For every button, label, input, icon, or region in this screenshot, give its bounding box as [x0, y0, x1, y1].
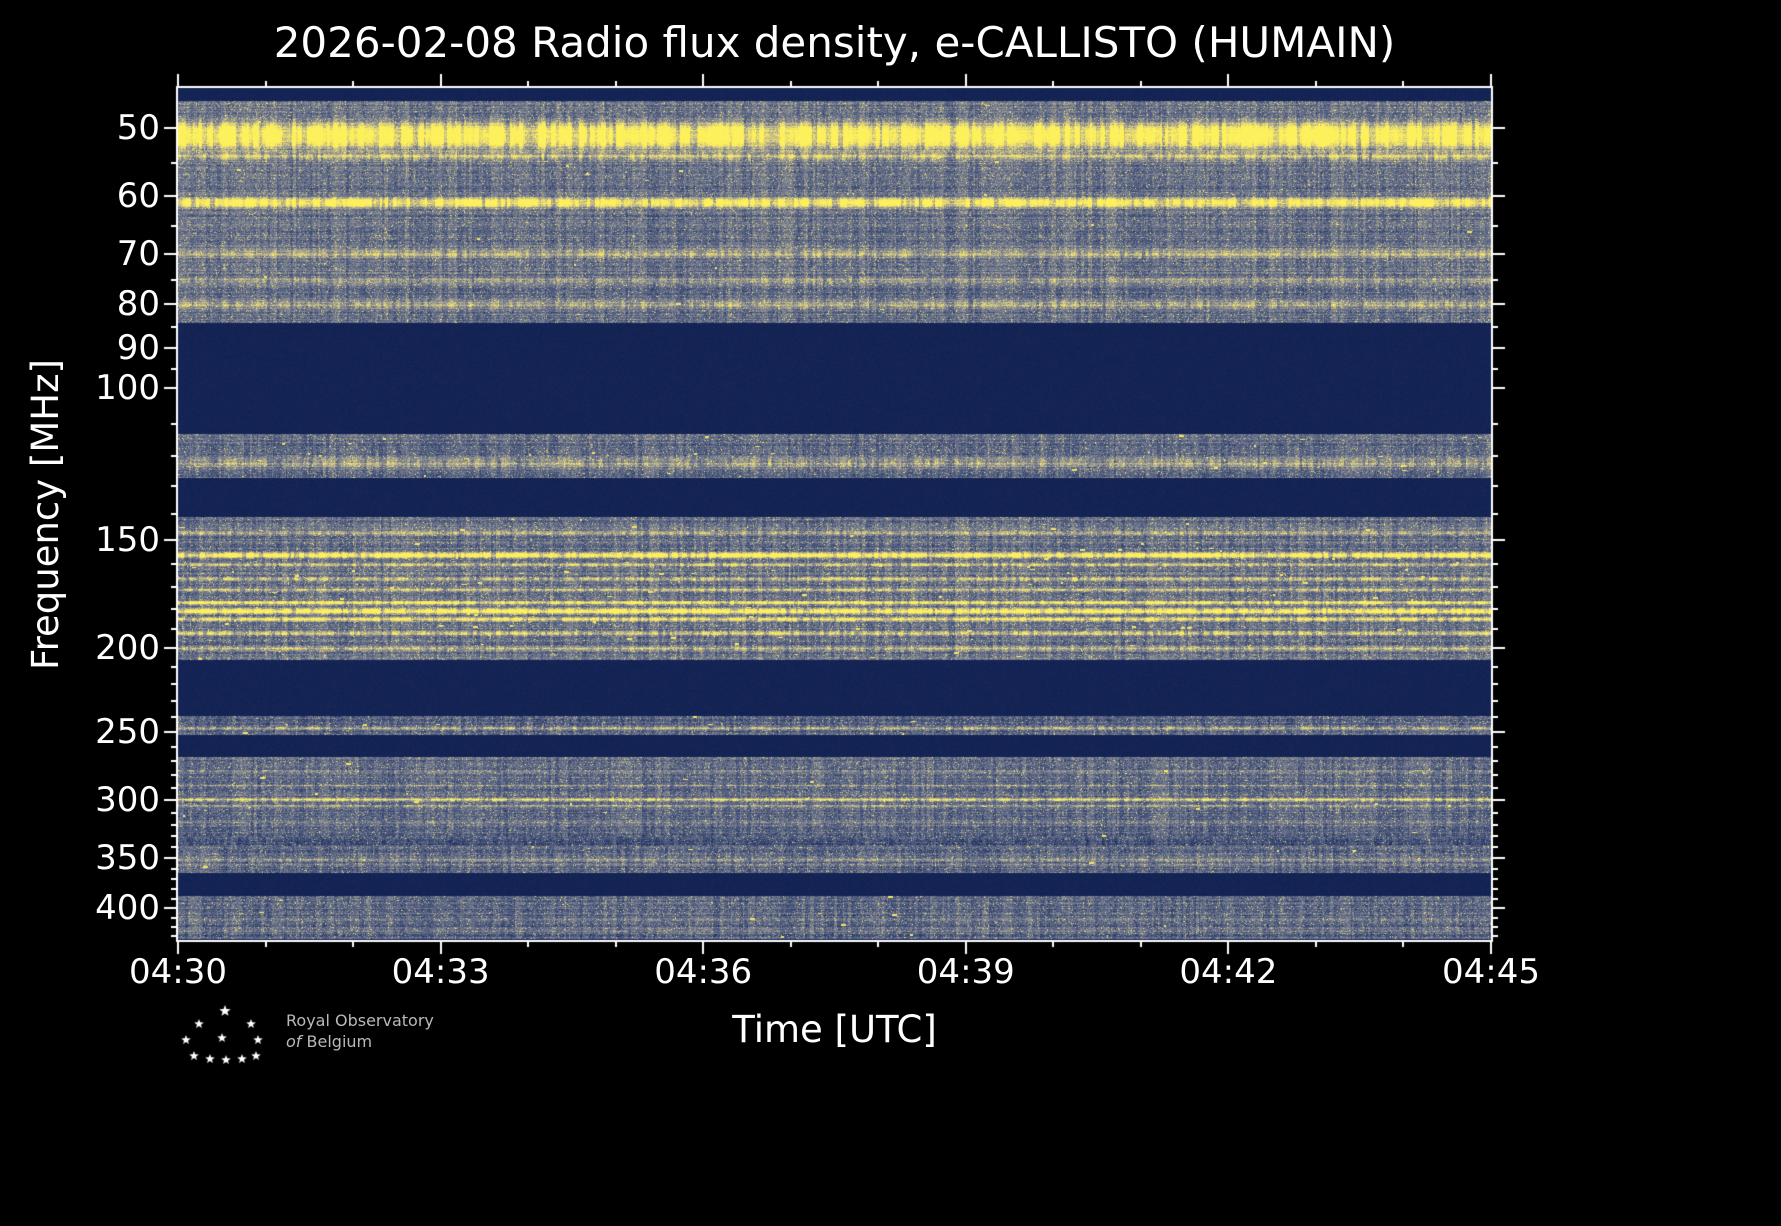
rob-logo-line2-of: of: [286, 1032, 302, 1051]
y-tick-label: 400: [95, 888, 160, 929]
y-tick-label: 100: [95, 367, 160, 408]
y-tick-label: 60: [116, 176, 160, 217]
y-tick-label: 250: [95, 711, 160, 752]
rob-logo-text: Royal Observatory of Belgium: [286, 1010, 434, 1052]
rob-logo-line1: Royal Observatory: [286, 1011, 434, 1030]
x-tick-label: 04:39: [916, 952, 1015, 992]
y-tick-label: 80: [116, 284, 160, 325]
y-tick-label: 200: [95, 628, 160, 669]
rob-logo-line2: of Belgium: [286, 1031, 434, 1052]
y-tick-label: 90: [116, 328, 160, 369]
x-tick-label: 04:42: [1179, 952, 1278, 992]
y-tick-label: 350: [95, 838, 160, 879]
x-tick-label: 04:36: [654, 952, 753, 992]
rob-logo-line2-belgium: Belgium: [306, 1032, 373, 1051]
x-tick-label: 04:30: [129, 952, 227, 992]
x-tick-label: 04:33: [391, 952, 490, 992]
chart-title: 2026-02-08 Radio flux density, e-CALLIST…: [273, 18, 1396, 67]
x-axis-label: Time [UTC]: [732, 1008, 937, 1051]
y-tick-label: 300: [95, 780, 160, 821]
rob-logo-stars-icon: [178, 1000, 274, 1070]
y-tick-label: 70: [116, 233, 160, 274]
y-tick-label: 150: [95, 520, 160, 561]
x-tick-label: 04:45: [1442, 952, 1540, 992]
y-tick-label: 50: [116, 107, 160, 148]
